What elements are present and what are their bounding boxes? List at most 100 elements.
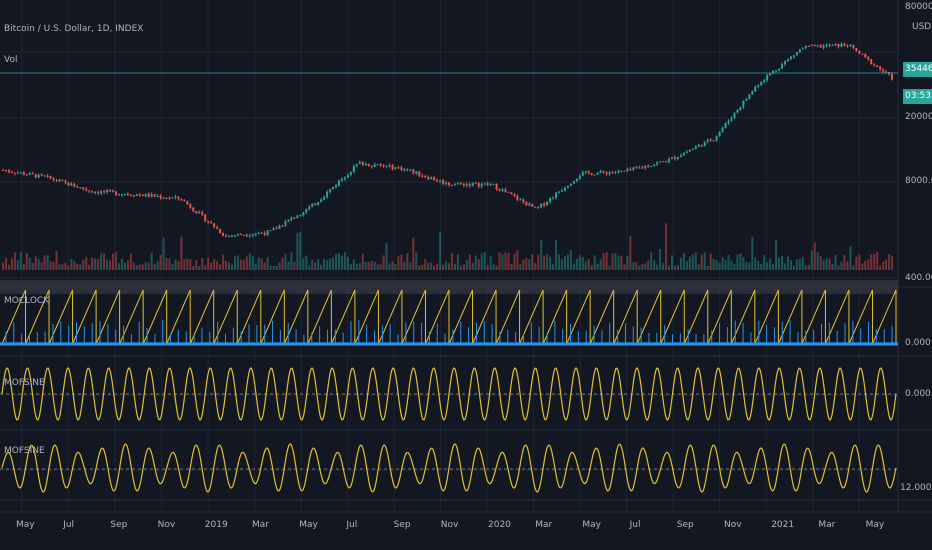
volume-bar: [433, 265, 436, 270]
volume-bar: [736, 254, 739, 270]
volume-bar: [516, 250, 519, 270]
moclock-label[interactable]: MOCLOCK: [4, 296, 50, 306]
volume-bar: [709, 253, 712, 270]
volume-bar: [275, 265, 278, 270]
volume-bar: [225, 260, 227, 270]
volume-bar: [421, 264, 424, 270]
candle-body: [546, 201, 549, 206]
candle-body: [269, 230, 272, 232]
candle-body: [596, 172, 599, 175]
candle-body: [510, 192, 513, 195]
volume-bar: [608, 265, 611, 270]
candle-body: [436, 180, 439, 182]
volume-bar: [745, 262, 748, 270]
volume-bar: [216, 261, 219, 270]
volume-bar: [373, 261, 376, 270]
volume-bar: [715, 260, 718, 270]
candle-body: [620, 170, 623, 172]
time-tick: 2019: [204, 520, 228, 530]
candle-body: [397, 167, 400, 169]
volume-bar: [483, 252, 486, 270]
volume-bar: [144, 262, 147, 270]
time-tick: Mar: [535, 520, 553, 530]
volume-bar: [834, 254, 837, 270]
volume-bar: [864, 260, 867, 270]
volume-bar: [361, 253, 364, 270]
volume-bar: [406, 253, 409, 270]
volume-bar: [822, 260, 825, 270]
candle-body: [144, 193, 147, 197]
volume-bar: [129, 253, 132, 270]
candle-body: [578, 175, 581, 179]
volume-bar: [706, 265, 709, 270]
volume-bar: [245, 256, 248, 270]
candle-body: [650, 165, 653, 167]
volume-bar: [697, 264, 700, 270]
volume-bar: [180, 236, 183, 270]
volume-bar: [602, 253, 605, 270]
volume-bar: [239, 259, 242, 270]
volume-bar: [531, 254, 534, 270]
volume-bar: [106, 259, 109, 270]
clock-band: [0, 280, 898, 294]
candle-body: [804, 46, 807, 48]
volume-bar: [492, 263, 495, 270]
candle-body: [106, 190, 109, 193]
volume-bar: [242, 259, 245, 270]
candle-body: [450, 184, 453, 186]
candle-body: [587, 171, 590, 174]
volume-bar: [19, 252, 22, 270]
volume-bar: [569, 250, 572, 270]
volume-bar: [58, 264, 61, 270]
candle-body: [792, 55, 795, 57]
volume-bar: [302, 258, 305, 270]
candle-body: [183, 200, 186, 202]
volume-bar: [763, 255, 766, 270]
candle-body: [55, 180, 58, 182]
volume-bar: [94, 258, 97, 270]
mofsine-label-1[interactable]: MOFSINE: [4, 378, 45, 388]
candle-body: [522, 199, 525, 203]
candle-body: [876, 65, 879, 67]
candle-body: [611, 172, 614, 174]
volume-bar: [367, 262, 370, 270]
candle-body: [415, 171, 418, 174]
countdown-tag: 03:53:22: [903, 89, 932, 104]
volume-bar: [352, 259, 355, 270]
symbol-title[interactable]: Bitcoin / U.S. Dollar, 1D, INDEX: [4, 24, 144, 34]
candle-body: [668, 158, 671, 163]
volume-bar: [76, 263, 79, 270]
candle-body: [61, 179, 64, 181]
candle-body: [216, 227, 219, 229]
volume-bar: [132, 262, 135, 270]
candle-body: [388, 164, 391, 166]
time-tick: Nov: [724, 520, 742, 530]
candle-body: [230, 235, 233, 237]
candle-body: [504, 189, 507, 192]
volume-bar: [798, 258, 801, 270]
volume-bar: [748, 262, 751, 270]
candle-body: [114, 191, 117, 195]
volume-bar: [546, 253, 549, 270]
volume-bar: [558, 254, 561, 270]
candle-body: [198, 212, 201, 214]
volume-bar: [448, 262, 450, 270]
candle-body: [819, 45, 822, 48]
volume-bar: [55, 251, 58, 270]
candle-body: [525, 202, 528, 206]
price-tick-mid: 20000.00: [905, 112, 932, 122]
candle-body: [783, 61, 786, 65]
volume-bar: [171, 264, 174, 270]
volume-label[interactable]: Vol: [4, 55, 18, 65]
candle-body: [766, 75, 769, 81]
volume-bar: [114, 252, 117, 270]
candle-body: [885, 71, 888, 73]
volume-bar: [382, 255, 385, 270]
volume-bar: [222, 254, 225, 270]
mofsine-label-2[interactable]: MOFSINE: [4, 446, 45, 456]
currency-label[interactable]: USD: [912, 22, 932, 32]
volume-bar: [781, 255, 784, 270]
candle-body: [58, 179, 61, 182]
